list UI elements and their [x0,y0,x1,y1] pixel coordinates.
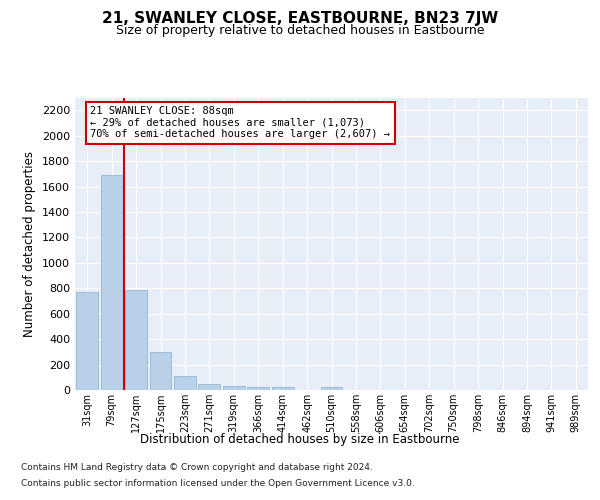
Bar [76,292,98,390]
Text: 21 SWANLEY CLOSE: 88sqm
← 29% of detached houses are smaller (1,073)
70% of semi: 21 SWANLEY CLOSE: 88sqm ← 29% of detache… [91,106,391,140]
Bar [247,387,269,390]
Bar [149,352,172,390]
Bar [199,384,220,390]
Y-axis label: Number of detached properties: Number of detached properties [23,151,37,337]
Bar [223,386,245,390]
Text: 21, SWANLEY CLOSE, EASTBOURNE, BN23 7JW: 21, SWANLEY CLOSE, EASTBOURNE, BN23 7JW [102,11,498,26]
Text: Size of property relative to detached houses in Eastbourne: Size of property relative to detached ho… [116,24,484,37]
Bar [101,175,122,390]
Bar [174,376,196,390]
Bar [125,290,147,390]
Bar [272,388,293,390]
Bar [320,388,343,390]
Text: Contains public sector information licensed under the Open Government Licence v3: Contains public sector information licen… [21,478,415,488]
Text: Distribution of detached houses by size in Eastbourne: Distribution of detached houses by size … [140,432,460,446]
Text: Contains HM Land Registry data © Crown copyright and database right 2024.: Contains HM Land Registry data © Crown c… [21,464,373,472]
